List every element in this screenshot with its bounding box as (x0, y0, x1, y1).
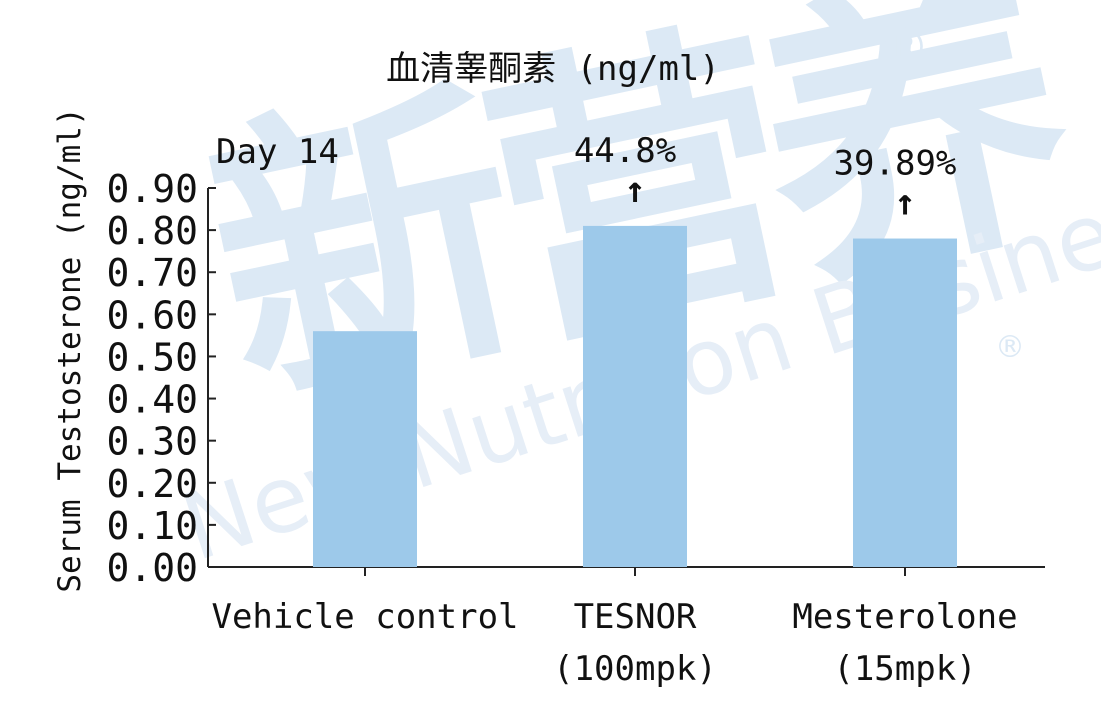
x-tick-label: Vehicle control (211, 597, 518, 637)
bar (583, 225, 687, 567)
y-tick-label: 0.20 (106, 462, 198, 506)
x-tick-label-sub: (15mpk) (833, 649, 976, 689)
y-tick-label: 0.30 (106, 420, 198, 464)
y-tick-label: 0.10 (106, 504, 198, 548)
y-tick-label: 0.50 (106, 335, 198, 379)
labels: Vehicle control TESNOR(100mpk)↑44.8%Meste… (211, 131, 1017, 689)
increase-label: 44.8% (574, 131, 676, 171)
y-tick-label: 0.90 (106, 167, 198, 211)
y-tick-label: 0.80 (106, 209, 198, 253)
y-tick-label: 0.70 (106, 251, 198, 295)
x-tick-label: Mesterolone (792, 597, 1017, 637)
increase-label: 39.89% (834, 144, 957, 184)
increase-arrow: ↑ (624, 170, 646, 211)
bar (853, 238, 957, 568)
bars (313, 225, 957, 568)
y-axis-label: Serum Testosterone (ng/ml) (52, 107, 88, 592)
y-tick-label: 0.00 (106, 546, 198, 590)
chart-title: 血清睾酮素 (ng/ml) (386, 49, 720, 89)
y-tick-label: 0.60 (106, 293, 198, 337)
x-tick-label-sub: (100mpk) (553, 649, 717, 689)
y-tick-label: 0.40 (106, 378, 198, 422)
x-tick-label: TESNOR (574, 597, 697, 637)
axes: 0.000.100.200.300.400.500.600.700.800.90 (106, 167, 1045, 590)
bar (313, 331, 417, 567)
increase-arrow: ↑ (894, 183, 916, 224)
day-annotation: Day 14 (216, 132, 339, 172)
